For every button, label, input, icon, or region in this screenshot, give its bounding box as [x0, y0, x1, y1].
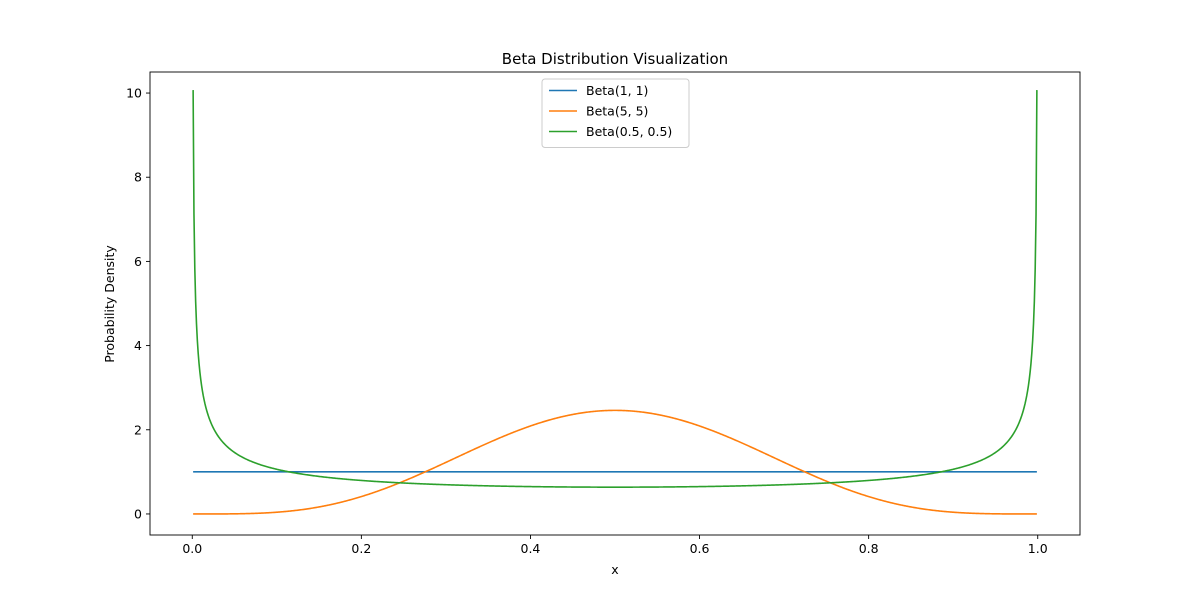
series-line-3 [192, 90, 1038, 488]
chart-title: Beta Distribution Visualization [502, 50, 728, 68]
y-tick-label: 8 [134, 170, 142, 185]
x-tick-label: 0.0 [182, 541, 202, 556]
y-tick-label: 0 [134, 506, 142, 521]
legend-label: Beta(5, 5) [586, 104, 648, 119]
y-tick-label: 6 [134, 254, 142, 269]
legend-item: Beta(0.5, 0.5) [549, 124, 672, 139]
x-axis-label: x [611, 562, 618, 577]
series-lines [192, 90, 1038, 515]
x-axis: 0.0 0.2 0.4 0.6 0.8 1.0 [182, 535, 1048, 556]
y-tick-label: 4 [134, 338, 142, 353]
legend-item: Beta(5, 5) [549, 104, 648, 119]
plot-area [149, 71, 1081, 536]
legend: Beta(1, 1) Beta(5, 5) Beta(0.5, 0.5) [541, 78, 690, 148]
x-tick-label: 0.4 [521, 541, 541, 556]
y-axis: 0 2 4 6 8 10 [126, 86, 150, 521]
x-tick-label: 1.0 [1028, 541, 1048, 556]
y-axis-label: Probability Density [102, 245, 117, 363]
legend-box [541, 78, 690, 148]
plot-frame [149, 71, 1081, 536]
legend-item: Beta(1, 1) [549, 83, 648, 98]
y-tick-label: 2 [134, 422, 142, 437]
x-tick-label: 0.8 [859, 541, 879, 556]
series-line-2 [193, 409, 1037, 515]
x-tick-label: 0.2 [351, 541, 371, 556]
legend-label: Beta(1, 1) [586, 83, 648, 98]
x-tick-label: 0.6 [690, 541, 710, 556]
y-tick-label: 10 [126, 86, 142, 101]
legend-label: Beta(0.5, 0.5) [586, 124, 672, 139]
